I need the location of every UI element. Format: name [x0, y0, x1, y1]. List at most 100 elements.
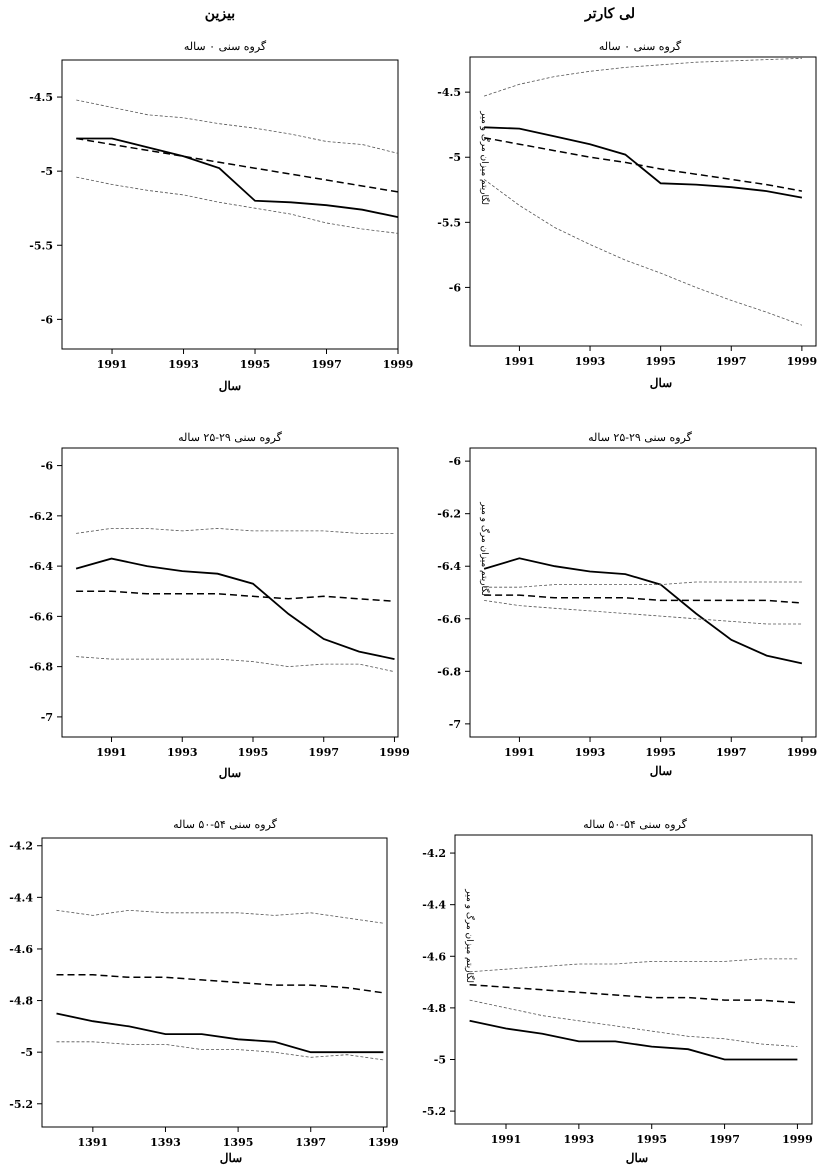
x-tick-label: 1993	[575, 355, 606, 368]
series-line-solid-0	[484, 126, 803, 199]
panel-3-xlabel: سال	[218, 766, 242, 780]
plot-frame	[61, 59, 399, 350]
chart-panel-4: -6 -6.2 -6.4 -6.6 -6.8 -7 1991 1993 1995 1997 1999…	[437, 447, 817, 759]
x-tick-label: 1999	[782, 1133, 813, 1146]
y-tick-label: -4.4	[9, 891, 33, 904]
x-tick-label: 1991	[96, 746, 127, 759]
series-line-dashed-1	[484, 594, 802, 604]
x-tick-label: 1399	[368, 1136, 399, 1149]
panel-4-xlabel: سال	[649, 764, 673, 778]
y-tick-label: -6.8	[437, 665, 461, 678]
series-line-solid-0	[56, 1012, 384, 1054]
series-line-dashed-1	[469, 983, 798, 1004]
x-tick-label: 1999	[383, 358, 414, 371]
series-line-dotted-2	[483, 57, 802, 97]
x-tick-label: 1999	[379, 746, 410, 759]
series-line-solid-0	[469, 1019, 798, 1061]
panel-4-title: گروه سنی ۲۹-۲۵ ساله	[588, 431, 692, 444]
x-tick-label: 1393	[150, 1136, 181, 1149]
x-tick-label: 1995	[636, 1133, 667, 1146]
series-line-dotted-3	[484, 600, 802, 625]
y-axis-label: لگاریتم میزان مرگ و میر	[479, 110, 491, 205]
x-tick-label: 1993	[168, 358, 199, 371]
y-tick-label: -6	[449, 281, 462, 294]
x-tick-label: 1997	[716, 355, 747, 368]
series-line-dotted-3	[483, 179, 803, 326]
x-tick-label: 1997	[709, 1133, 740, 1146]
x-tick-label: 1991	[491, 1133, 522, 1146]
series-line-solid-0	[75, 557, 395, 660]
y-axis-label: لگاریتم میزان مرگ و میر	[464, 888, 476, 983]
y-tick-label: -5	[21, 1046, 33, 1059]
x-tick-label: 1997	[716, 746, 747, 759]
series-line-solid-0	[483, 557, 803, 665]
panel-1-xlabel: سال	[218, 379, 242, 393]
series-line-dotted-3	[56, 1041, 384, 1061]
y-tick-label: -4.6	[9, 943, 33, 956]
y-axis-label: لگاریتم میزان مرگ و میر	[479, 501, 491, 596]
series-line-solid-0	[76, 137, 399, 218]
y-tick-label: -5.5	[29, 239, 53, 252]
y-tick-label: -5	[434, 1053, 446, 1066]
right-column-title: لی کارتر	[584, 6, 636, 22]
y-tick-label: -5.2	[422, 1105, 446, 1118]
y-tick-label: -5	[449, 151, 461, 164]
y-tick-label: -4.4	[422, 899, 446, 912]
x-tick-label: 1395	[223, 1136, 254, 1149]
x-tick-label: 1995	[645, 746, 676, 759]
plot-frame	[41, 837, 388, 1128]
x-tick-label: 1999	[787, 355, 818, 368]
y-tick-label: -6	[41, 313, 54, 326]
y-tick-label: -6.4	[437, 560, 461, 573]
chart-panel-1: -4.5 -5 -5.5 -6 1991 1993 1995 1997 1999	[29, 59, 413, 371]
left-column-title: بیزین	[204, 6, 236, 22]
x-tick-label: 1995	[240, 358, 271, 371]
series-line-dotted-2	[484, 581, 802, 588]
series-line-dotted-2	[76, 527, 395, 534]
x-tick-label: 1397	[295, 1136, 326, 1149]
y-tick-label: -6	[449, 455, 462, 468]
x-tick-label: 1993	[167, 746, 198, 759]
y-tick-label: -4.2	[9, 840, 33, 853]
x-tick-label: 1991	[504, 355, 535, 368]
series-line-dashed-1	[76, 590, 395, 603]
x-tick-label: 1995	[645, 355, 676, 368]
x-tick-label: 1997	[308, 746, 339, 759]
series-line-dotted-2	[76, 99, 399, 154]
y-tick-label: -6.6	[437, 613, 461, 626]
y-tick-label: -4.2	[422, 847, 446, 860]
plot-frame	[454, 834, 813, 1125]
x-tick-label: 1999	[787, 746, 818, 759]
y-tick-label: -7	[41, 711, 53, 724]
x-tick-label: 1995	[238, 746, 269, 759]
y-tick-label: -6.2	[29, 510, 53, 523]
series-line-dotted-3	[76, 176, 399, 234]
y-tick-label: -4.5	[29, 91, 53, 104]
panel-2-title: گروه سنی ۰ ساله	[598, 40, 682, 53]
y-tick-label: -5.5	[437, 216, 461, 229]
chart-panel-6: -4.2 -4.4 -4.6 -4.8 -5 -5.2 1991 1993 1995 1997 19…	[422, 834, 813, 1146]
y-tick-label: -4.8	[9, 995, 33, 1008]
y-tick-label: -6.2	[437, 508, 461, 521]
panel-1-title: گروه سنی ۰ ساله	[183, 40, 267, 53]
series-line-dotted-2	[56, 909, 384, 924]
y-tick-label: -6	[41, 460, 54, 473]
chart-panel-3: -6 -6.2 -6.4 -6.6 -6.8 -7 1991 1993 1995 1997 1999	[29, 447, 410, 759]
plot-frame	[469, 447, 817, 738]
x-tick-label: 1991	[504, 746, 535, 759]
x-tick-label: 1993	[564, 1133, 595, 1146]
series-line-dotted-2	[469, 958, 798, 973]
chart-panel-2: -4.5 -5 -5.5 -6 1991 1993 1995 1997 1999 لگاریتم …	[437, 56, 817, 368]
x-tick-label: 1991	[97, 358, 128, 371]
y-tick-label: -4.5	[437, 86, 461, 99]
panel-2-xlabel: سال	[649, 376, 673, 390]
y-tick-label: -6.6	[29, 610, 53, 623]
y-tick-label: -6.4	[29, 560, 53, 573]
chart-panel-5: -4.2 -4.4 -4.6 -4.8 -5 -5.2 1391 1393 1395 1397 13…	[9, 837, 399, 1149]
panel-6-xlabel: سال	[625, 1151, 649, 1165]
panel-5-title: گروه سنی ۵۴-۵۰ ساله	[173, 818, 277, 831]
panel-6-title: گروه سنی ۵۴-۵۰ ساله	[583, 818, 687, 831]
y-tick-label: -6.8	[29, 661, 53, 674]
x-tick-label: 1391	[78, 1136, 109, 1149]
x-tick-label: 1993	[575, 746, 606, 759]
